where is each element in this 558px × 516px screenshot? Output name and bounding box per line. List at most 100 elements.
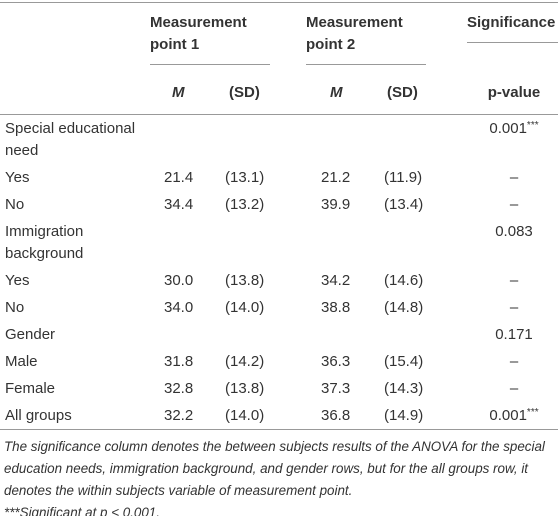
cell-text: 0.001 <box>489 120 527 137</box>
value-cell: 39.9 <box>306 191 378 218</box>
value-cell: 21.4 <box>150 164 220 191</box>
value-cell <box>378 115 462 165</box>
value-cell: (14.3) <box>378 375 462 402</box>
group-header: Measurement point 1 <box>150 3 306 74</box>
value-cell: (13.4) <box>378 191 462 218</box>
cell-text: (14.8) <box>384 299 424 316</box>
cell-text: 32.8 <box>164 380 194 397</box>
cell-text: 34.0 <box>164 299 194 316</box>
cell-text: (13.4) <box>384 196 424 213</box>
table-row: Yes 30.0 (13.8) 34.2 (14.6) – <box>0 267 558 294</box>
table-row: Yes 21.4 (13.1) 21.2 (11.9) – <box>0 164 558 191</box>
cell-text: (13.8) <box>225 272 265 289</box>
table-row: No 34.4 (13.2) 39.9 (13.4) – <box>0 191 558 218</box>
value-cell: 36.3 <box>306 348 378 375</box>
value-cell <box>306 218 378 267</box>
cell-text: – <box>509 353 519 370</box>
cell-text: – <box>509 272 519 289</box>
cell-text: (15.4) <box>384 353 424 370</box>
value-cell: (13.2) <box>220 191 306 218</box>
significance-cell: – <box>462 267 558 294</box>
table-row: All groups 32.2 (14.0) 36.8 (14.9) 0.001*** <box>0 402 558 430</box>
cell-text: (14.0) <box>225 299 265 316</box>
footnote: ***Significant at p < 0.001. <box>4 505 160 516</box>
cell-text: 34.2 <box>321 272 351 289</box>
row-label: Immigration background <box>5 223 84 262</box>
row-label: Gender <box>5 326 56 343</box>
cell-text: – <box>509 380 519 397</box>
value-cell: (14.9) <box>378 402 462 430</box>
cell-text: 0.001 <box>489 407 527 424</box>
value-cell <box>220 115 306 165</box>
group-header: Significance <box>462 3 558 74</box>
value-cell <box>150 115 220 165</box>
value-cell <box>306 321 378 348</box>
significance-cell: 0.001*** <box>462 115 558 165</box>
table-row: Immigration background 0.083 <box>0 218 558 267</box>
value-cell: (13.8) <box>220 267 306 294</box>
cell-text: 21.4 <box>164 169 194 186</box>
cell-text: 34.4 <box>164 196 194 213</box>
cell-text: 0.171 <box>495 326 533 343</box>
value-cell: (15.4) <box>378 348 462 375</box>
value-cell: 32.2 <box>150 402 220 430</box>
table-row: Gender 0.171 <box>0 321 558 348</box>
value-cell <box>378 321 462 348</box>
cell-text: 30.0 <box>164 272 194 289</box>
row-label: Special educational need <box>5 120 136 159</box>
cell-text: (13.1) <box>225 169 265 186</box>
cell-text: 37.3 <box>321 380 351 397</box>
cell-text: (14.3) <box>384 380 424 397</box>
cell-text: – <box>509 169 519 186</box>
value-cell: 34.4 <box>150 191 220 218</box>
cell-text: 36.3 <box>321 353 351 370</box>
significance-cell: – <box>462 191 558 218</box>
value-cell <box>150 218 220 267</box>
value-cell: (13.8) <box>220 375 306 402</box>
value-cell: 30.0 <box>150 267 220 294</box>
value-cell: (13.1) <box>220 164 306 191</box>
cell-text: 21.2 <box>321 169 351 186</box>
subheader: M <box>306 73 378 115</box>
significance-cell: 0.083 <box>462 218 558 267</box>
subheader: M <box>150 73 220 115</box>
cell-text: 39.9 <box>321 196 351 213</box>
significance-note: *** <box>526 120 539 131</box>
cell-text: (11.9) <box>384 169 423 186</box>
cell-text: (14.2) <box>225 353 265 370</box>
row-label: No <box>5 299 25 316</box>
row-label: All groups <box>0 402 150 430</box>
table-row: Special educational need 0.001*** <box>0 115 558 165</box>
significance-cell: – <box>462 348 558 375</box>
significance-cell: 0.001*** <box>462 402 558 430</box>
cell-text: 36.8 <box>321 407 351 424</box>
value-cell: 36.8 <box>306 402 378 430</box>
cell-text: 38.8 <box>321 299 351 316</box>
row-label: Female <box>5 380 56 397</box>
cell-text: 31.8 <box>164 353 194 370</box>
value-cell: 38.8 <box>306 294 378 321</box>
cell-text: (14.9) <box>384 407 424 424</box>
table-row: Female 32.8 (13.8) 37.3 (14.3) – <box>0 375 558 402</box>
value-cell <box>378 218 462 267</box>
group-header: Measurement point 2 <box>306 3 462 74</box>
value-cell: (14.8) <box>378 294 462 321</box>
row-label: Yes <box>5 272 30 289</box>
subheader: (SD) <box>220 73 306 115</box>
value-cell <box>220 218 306 267</box>
significance-note: *** <box>526 407 539 418</box>
value-cell: 32.8 <box>150 375 220 402</box>
cell-text: 0.083 <box>495 223 533 240</box>
value-cell: (14.6) <box>378 267 462 294</box>
value-cell: (14.0) <box>220 402 306 430</box>
value-cell: 21.2 <box>306 164 378 191</box>
empty-header <box>0 73 150 115</box>
value-cell <box>306 115 378 165</box>
table-row: Male 31.8 (14.2) 36.3 (15.4) – <box>0 348 558 375</box>
value-cell: 34.2 <box>306 267 378 294</box>
value-cell: (11.9) <box>378 164 462 191</box>
table-row: No 34.0 (14.0) 38.8 (14.8) – <box>0 294 558 321</box>
subheader: p-value <box>462 73 558 115</box>
significance-cell: – <box>462 375 558 402</box>
